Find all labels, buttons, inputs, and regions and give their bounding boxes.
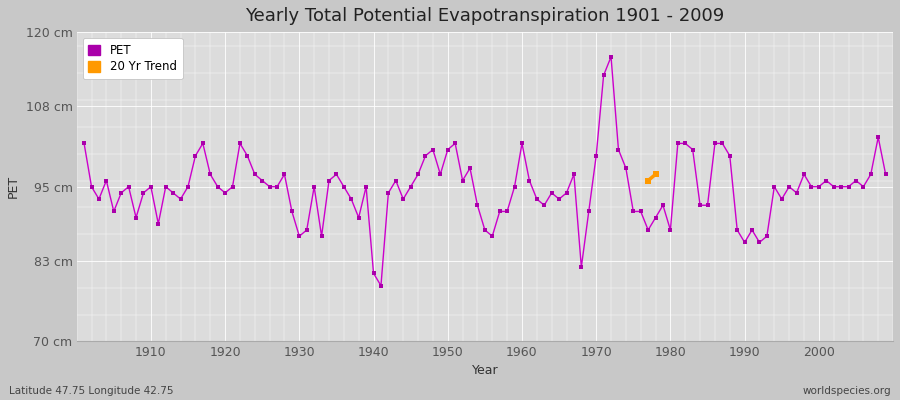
Legend: PET, 20 Yr Trend: PET, 20 Yr Trend	[83, 38, 183, 79]
Text: worldspecies.org: worldspecies.org	[803, 386, 891, 396]
Text: Latitude 47.75 Longitude 42.75: Latitude 47.75 Longitude 42.75	[9, 386, 174, 396]
X-axis label: Year: Year	[472, 364, 499, 377]
Title: Yearly Total Potential Evapotranspiration 1901 - 2009: Yearly Total Potential Evapotranspiratio…	[245, 7, 724, 25]
Y-axis label: PET: PET	[7, 175, 20, 198]
